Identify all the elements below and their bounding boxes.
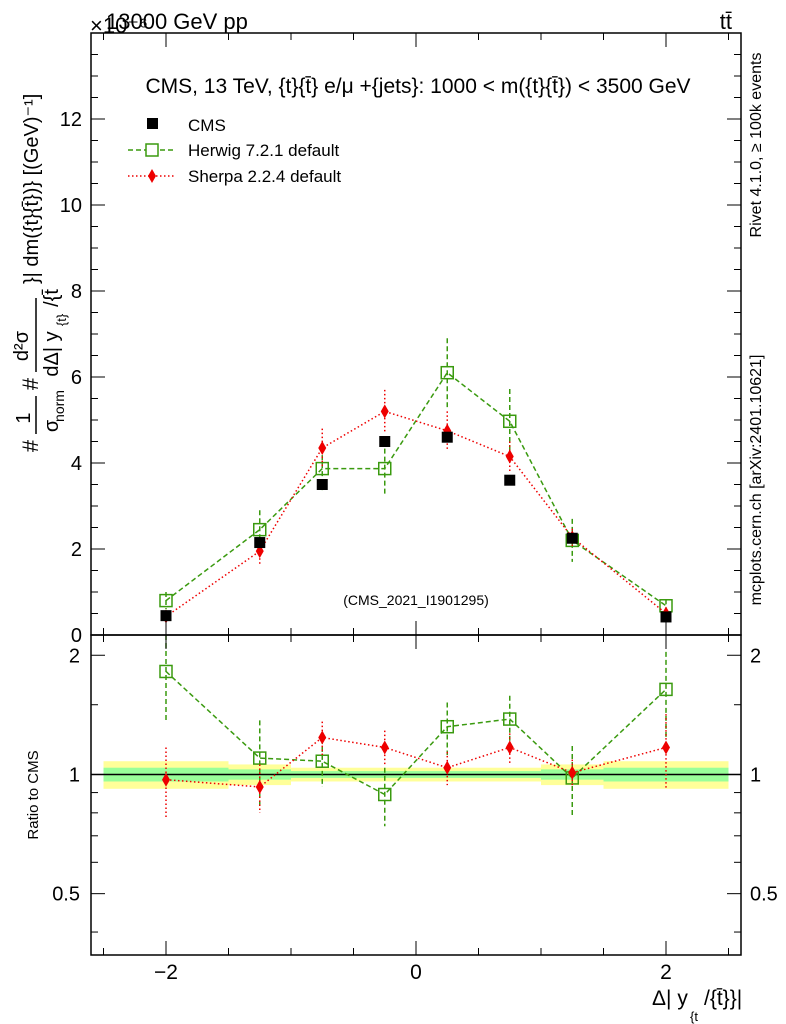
legend: CMS Herwig 7.2.1 default Sherpa 2.2.4 de… <box>128 116 341 186</box>
mcplots-label: mcplots.cern.ch [arXiv:2401.10621] <box>748 355 765 606</box>
cms-data-point <box>660 611 672 623</box>
ratio-y-tick-label-right: 1 <box>750 764 761 786</box>
cms-data-point <box>160 610 172 622</box>
ratio-y-tick-label: 0.5 <box>52 884 80 906</box>
cms-data-point <box>316 479 328 490</box>
main-y-tick-label: 6 <box>71 367 82 389</box>
y-label-frac2-den: dΔ| y <box>41 331 63 376</box>
y-label-frac2-den-sub: {t} <box>54 313 69 326</box>
y-label-hash-2: # <box>18 377 43 390</box>
sherpa-point <box>662 740 670 755</box>
herwig-point <box>159 664 173 679</box>
ratio-panel-marks <box>159 635 673 827</box>
herwig-point <box>503 414 517 429</box>
ratio-y-axis-label: Ratio to CMS <box>25 750 42 839</box>
sherpa-point <box>318 440 327 455</box>
sherpa-point <box>380 740 389 755</box>
x-tick-label: −2 <box>154 961 178 984</box>
y-label-hash: # <box>18 439 43 452</box>
y-label-frac2-den-tail: /{t̄ <box>41 289 63 307</box>
herwig-series-line <box>165 371 667 607</box>
cms-data-point <box>254 537 266 549</box>
y-exponent-label: ×10⁻⁶ <box>90 13 148 38</box>
sherpa-point <box>255 779 264 794</box>
herwig-point <box>503 712 517 726</box>
chart-title: CMS, 13 TeV, {t}{t̄} e/μ +{jets}: 1000 <… <box>145 75 690 98</box>
ratio-uncertainty-bands <box>91 761 741 789</box>
cms-data-point <box>379 436 391 447</box>
herwig-point <box>315 461 329 476</box>
legend-herwig-label: Herwig 7.2.1 default <box>188 141 339 160</box>
y-label-frac1-num: 1 <box>13 412 35 423</box>
y-label-frac1-den-sub: norm <box>51 390 67 422</box>
cms-data-point <box>566 532 578 544</box>
herwig-point <box>659 682 673 697</box>
sherpa-point <box>162 772 170 787</box>
y-label-tail: }| dm({t}{t̄})} [(GeV)⁻¹] <box>21 94 43 284</box>
sherpa-point <box>505 449 514 464</box>
ratio-y-tick-label-right: 0.5 <box>750 884 778 906</box>
herwig-point <box>253 522 267 537</box>
x-tick-label: 2 <box>660 961 672 984</box>
legend-cms-marker <box>147 118 158 129</box>
sherpa-point <box>443 760 452 775</box>
sherpa-series-line <box>165 736 667 788</box>
legend-cms-label: CMS <box>188 116 226 135</box>
herwig-point <box>440 365 454 380</box>
herwig-point <box>315 754 329 768</box>
x-tick-label: 0 <box>410 961 422 984</box>
herwig-point <box>378 787 392 802</box>
main-panel-marks <box>159 338 673 624</box>
x-label-sub: {t <box>690 1009 698 1024</box>
herwig-point <box>159 593 173 608</box>
cms-data-point <box>504 474 516 486</box>
herwig-series-line <box>165 670 667 796</box>
x-label-main: Δ| y <box>652 987 688 1010</box>
cms-data-point <box>441 431 453 443</box>
main-y-tick-label: 2 <box>71 539 82 561</box>
main-y-axis-label: # 1 σ norm # d²σ dΔ| y {t} /{t̄ }| dm({t… <box>11 94 69 452</box>
process-label: tt̄ <box>720 9 732 34</box>
legend-sherpa-label: Sherpa 2.2.4 default <box>188 167 341 186</box>
legend-herwig-marker <box>145 143 159 157</box>
main-y-tick-label: 12 <box>60 109 82 131</box>
sherpa-point <box>380 404 389 419</box>
ratio-axis-ticks: −2 0 2 0.5 0.5 1 1 2 2 <box>52 635 778 984</box>
main-y-tick-label: 4 <box>71 453 82 475</box>
ratio-y-tick-label: 1 <box>69 764 80 786</box>
analysis-watermark: (CMS_2021_I1901295) <box>343 592 489 608</box>
main-y-tick-label: 10 <box>60 195 82 217</box>
x-axis-label: Δ| y {t /{t̄}}| <box>652 987 742 1024</box>
main-y-tick-label: 0 <box>71 625 82 647</box>
herwig-point <box>378 461 392 476</box>
sherpa-point <box>318 730 327 745</box>
ratio-panel-frame <box>90 634 742 956</box>
beam-energy-label: 13000 GeV pp <box>106 9 248 34</box>
sherpa-series-line <box>165 410 667 618</box>
main-axis-ticks: 0 2 4 6 8 10 12 <box>60 32 741 647</box>
herwig-point <box>253 751 267 765</box>
rivet-version-label: Rivet 4.1.0, ≥ 100k events <box>748 53 765 238</box>
y-label-frac1-den: σ <box>41 419 63 432</box>
sherpa-point <box>505 740 514 755</box>
herwig-point <box>440 719 454 734</box>
main-y-tick-label: 8 <box>71 281 82 303</box>
ratio-y-tick-label-right: 2 <box>750 645 761 667</box>
ratio-y-tick-label: 2 <box>69 645 80 667</box>
x-label-tail: /{t̄}}| <box>704 987 742 1010</box>
y-label-frac2-num: d²σ <box>11 330 33 361</box>
legend-sherpa-marker <box>148 169 156 183</box>
sherpa-point <box>568 765 577 780</box>
